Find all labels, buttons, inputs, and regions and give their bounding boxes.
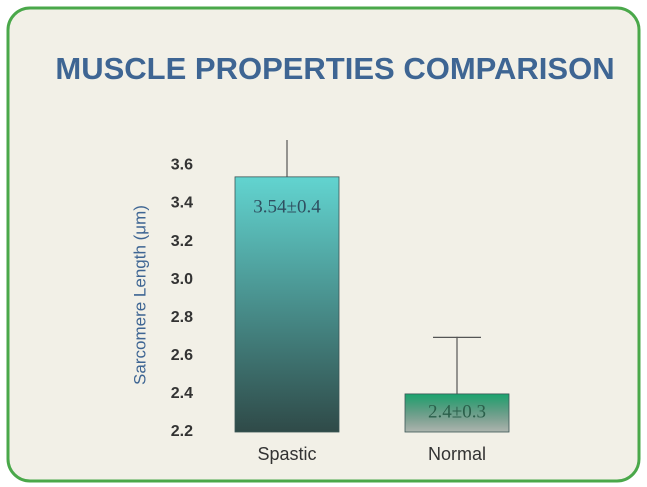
x-tick-label: Spastic bbox=[257, 444, 316, 464]
y-tick-label: 2.4 bbox=[171, 385, 193, 402]
data-label: 2.4±0.3 bbox=[428, 401, 486, 422]
bar bbox=[404, 393, 510, 433]
y-tick-label: 3.4 bbox=[171, 195, 193, 212]
data-label: 3.54±0.4 bbox=[253, 196, 321, 217]
error-bar-group bbox=[433, 336, 481, 394]
y-tick-label: 3.0 bbox=[171, 271, 193, 288]
error-bar-group bbox=[286, 140, 288, 177]
x-tick-label: Normal bbox=[428, 444, 486, 464]
bar bbox=[234, 176, 340, 433]
y-tick-label: 2.8 bbox=[171, 309, 193, 326]
y-tick-label: 3.2 bbox=[171, 233, 193, 250]
y-tick-label: 2.2 bbox=[171, 423, 193, 440]
y-tick-label: 2.6 bbox=[171, 347, 193, 364]
chart-title: MUSCLE PROPERTIES COMPARISON bbox=[55, 51, 614, 86]
y-axis-label: Sarcomere Length (μm) bbox=[130, 205, 149, 385]
y-tick-label: 3.6 bbox=[171, 157, 193, 174]
